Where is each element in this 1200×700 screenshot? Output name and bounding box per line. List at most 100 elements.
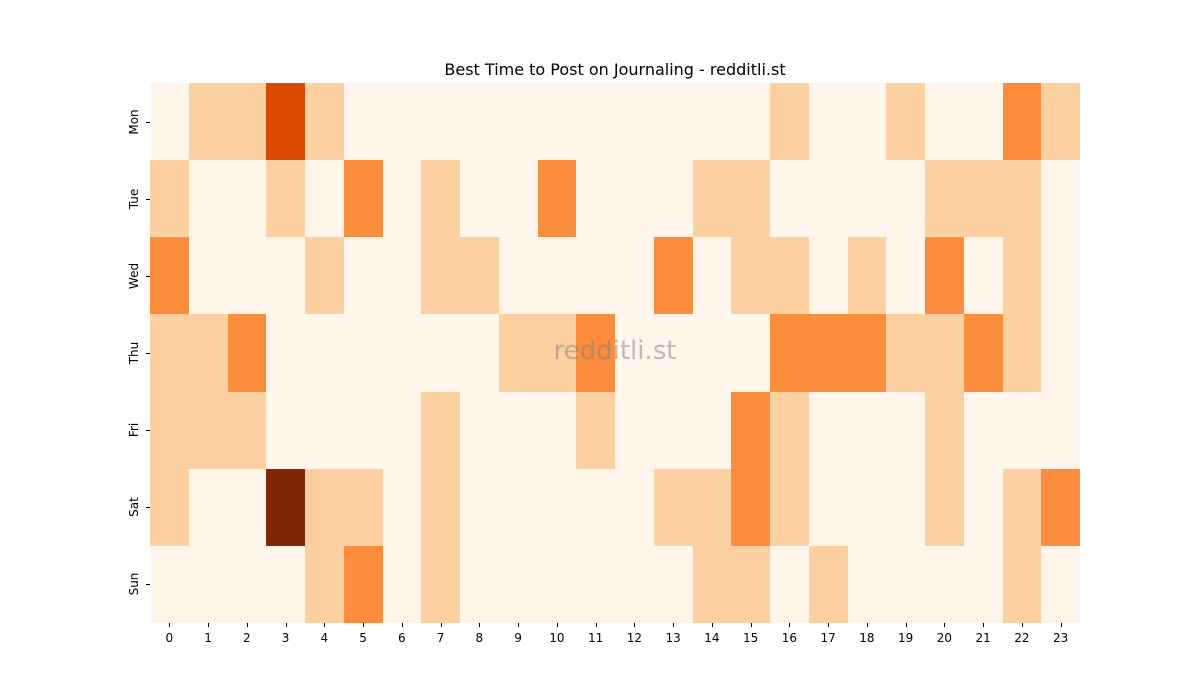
heatmap-cell xyxy=(847,237,887,315)
heatmap-cell xyxy=(382,545,422,623)
heatmap-cell xyxy=(537,391,577,469)
heatmap-cell xyxy=(227,160,267,238)
heatmap-cell xyxy=(421,468,460,546)
x-tick xyxy=(789,623,791,627)
heatmap-grid xyxy=(150,83,1080,623)
x-tick-label: 17 xyxy=(820,631,836,645)
heatmap-cell xyxy=(227,237,267,315)
heatmap-cell xyxy=(188,391,228,469)
heatmap-cell xyxy=(343,160,383,238)
heatmap-cell xyxy=(847,314,887,392)
heatmap-cell xyxy=(498,160,538,238)
x-tick xyxy=(363,623,365,627)
heatmap-cell xyxy=(188,468,228,546)
x-tick-label: 5 xyxy=(359,631,367,645)
x-tick-label: 3 xyxy=(281,631,290,645)
heatmap-cell xyxy=(576,468,615,546)
heatmap-cell xyxy=(537,83,577,161)
heatmap-cell xyxy=(653,314,693,392)
x-tick-label: 12 xyxy=(626,631,643,645)
heatmap-cell xyxy=(963,160,1003,238)
x-tick xyxy=(401,623,403,627)
heatmap-cell xyxy=(460,83,499,161)
heatmap-cell xyxy=(886,545,925,623)
x-tick-label: 4 xyxy=(320,631,329,645)
heatmap-cell xyxy=(1002,314,1042,392)
x-tick-label: 18 xyxy=(859,631,875,645)
heatmap-cell xyxy=(150,160,189,238)
y-tick-label: Wed xyxy=(127,262,141,289)
heatmap-cell xyxy=(808,237,848,315)
heatmap-cell xyxy=(150,468,189,546)
x-tick-label: 16 xyxy=(781,631,798,645)
x-tick xyxy=(595,623,597,627)
heatmap-cell xyxy=(460,391,499,469)
x-tick-label: 7 xyxy=(436,631,445,645)
x-tick xyxy=(1021,623,1023,627)
x-tick xyxy=(944,623,946,627)
heatmap-cell xyxy=(421,160,460,238)
heatmap-cell xyxy=(653,237,693,315)
heatmap-cell xyxy=(266,237,305,315)
heatmap-cell xyxy=(498,468,538,546)
heatmap-cell xyxy=(227,83,267,161)
x-tick xyxy=(518,623,520,627)
heatmap-cell xyxy=(343,545,383,623)
heatmap-cell xyxy=(150,314,189,392)
heatmap-cell xyxy=(653,545,693,623)
heatmap-cell xyxy=(692,314,732,392)
heatmap-cell xyxy=(731,83,770,161)
x-tick-label: 23 xyxy=(1052,631,1069,645)
x-tick xyxy=(711,623,713,627)
heatmap-cell xyxy=(808,468,848,546)
heatmap-cell xyxy=(925,83,964,161)
heatmap-cell xyxy=(770,391,809,469)
heatmap-cell xyxy=(188,237,228,315)
heatmap-cell xyxy=(188,545,228,623)
x-tick xyxy=(285,623,287,627)
y-tick-label: Sat xyxy=(127,497,141,518)
x-tick-label: 2 xyxy=(243,631,251,645)
heatmap-cell xyxy=(498,237,538,315)
heatmap-cell xyxy=(692,391,732,469)
x-tick-label: 13 xyxy=(665,631,681,645)
heatmap-cell xyxy=(847,160,887,238)
heatmap-cell xyxy=(615,314,654,392)
y-tick xyxy=(146,507,150,509)
heatmap-cell xyxy=(382,83,422,161)
heatmap-cell xyxy=(150,545,189,623)
heatmap-cell xyxy=(305,391,344,469)
heatmap-cell xyxy=(1041,391,1080,469)
heatmap-cell xyxy=(460,468,499,546)
heatmap-cell xyxy=(305,314,344,392)
heatmap-cell xyxy=(1041,545,1080,623)
heatmap-cell xyxy=(1041,237,1080,315)
heatmap-cell xyxy=(653,391,693,469)
heatmap-cell xyxy=(266,391,305,469)
x-tick xyxy=(1060,623,1062,627)
y-tick-label: Sun xyxy=(127,573,141,596)
heatmap-cell xyxy=(1041,314,1080,392)
heatmap-cell xyxy=(886,391,925,469)
heatmap-cell xyxy=(925,237,964,315)
x-tick-label: 0 xyxy=(165,631,174,645)
heatmap-cell xyxy=(150,83,189,161)
heatmap-cell xyxy=(150,391,189,469)
heatmap-cell xyxy=(266,314,305,392)
heatmap-cell xyxy=(653,83,693,161)
heatmap-cell xyxy=(770,468,809,546)
heatmap-cell xyxy=(925,314,964,392)
heatmap-cell xyxy=(963,83,1003,161)
heatmap-cell xyxy=(227,391,267,469)
heatmap-cell xyxy=(1002,545,1042,623)
y-tick-label: Fri xyxy=(127,422,141,438)
heatmap-cell xyxy=(847,83,887,161)
heatmap-cell xyxy=(266,160,305,238)
heatmap-cell xyxy=(925,391,964,469)
x-tick-label: 21 xyxy=(975,631,991,645)
heatmap-cell xyxy=(498,83,538,161)
heatmap-cell xyxy=(963,545,1003,623)
heatmap-cell xyxy=(460,160,499,238)
heatmap-cell xyxy=(731,391,770,469)
heatmap-cell xyxy=(1041,160,1080,238)
